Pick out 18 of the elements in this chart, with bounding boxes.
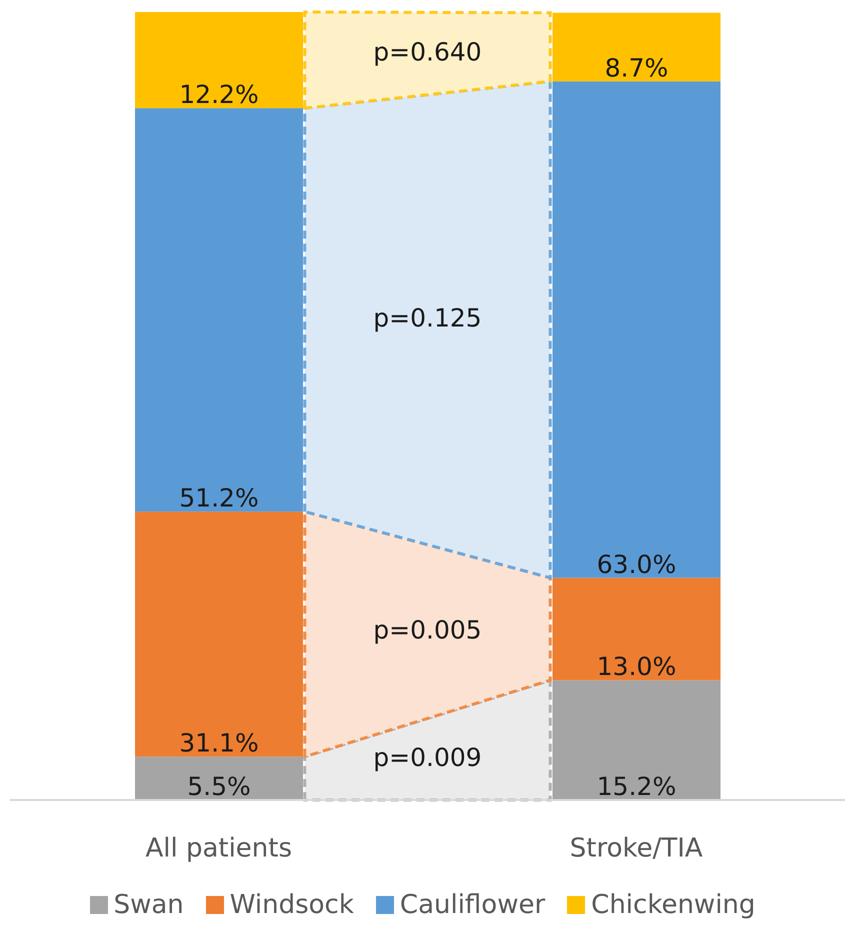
legend-label: Chickenwing: [591, 890, 756, 920]
data-label: 8.7%: [604, 53, 668, 82]
x-tick-label: All patients: [145, 833, 292, 864]
data-label: 15.2%: [596, 772, 676, 801]
data-label: 12.2%: [179, 80, 259, 110]
annotation: p=0.640: [373, 37, 482, 66]
legend-label: Windsock: [230, 890, 354, 920]
annotation: p=0.125: [373, 304, 482, 333]
data-label: 5.5%: [187, 772, 251, 801]
legend-label: Cauliflower: [400, 890, 546, 920]
data-label: 63.0%: [596, 550, 676, 579]
data-label: 51.2%: [179, 484, 259, 513]
data-label: 13.0%: [596, 652, 676, 682]
data-label: 31.1%: [179, 728, 259, 758]
legend-label: Swan: [114, 890, 184, 920]
x-tick-label: Stroke/TIA: [570, 833, 703, 864]
annotation: p=0.005: [373, 615, 482, 644]
annotation: p=0.009: [373, 743, 482, 772]
